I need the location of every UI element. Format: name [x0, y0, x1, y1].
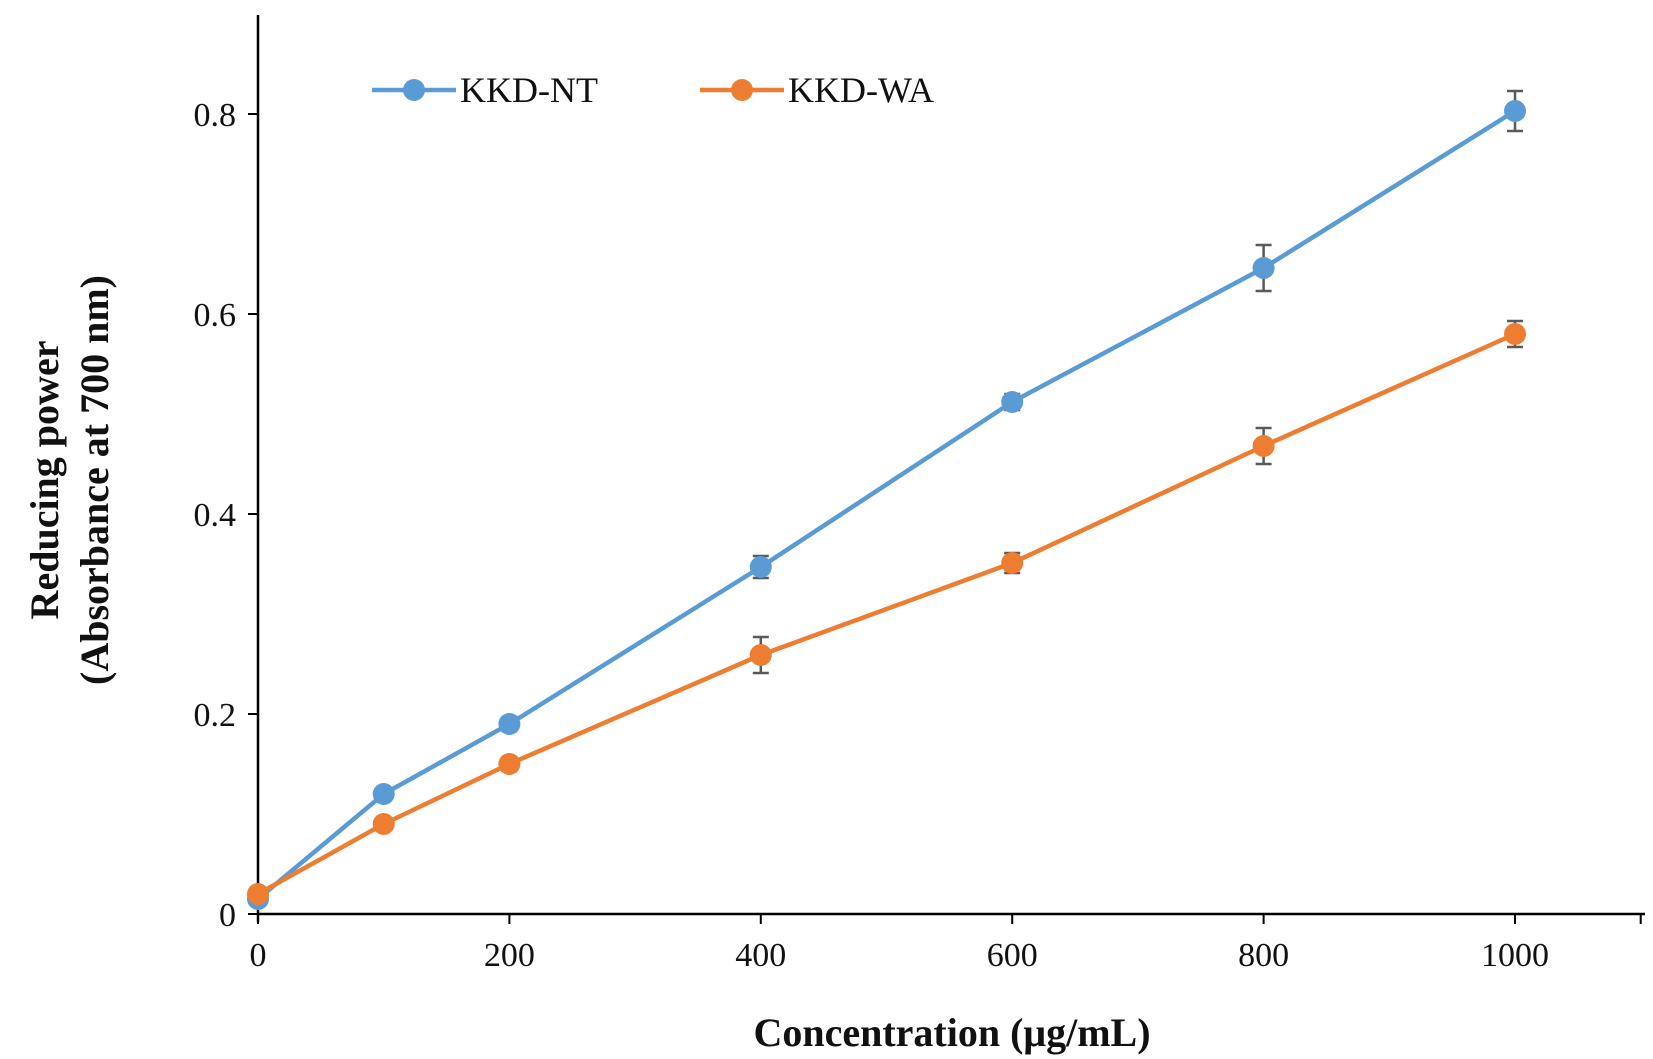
- y-tick-label: 0.4: [194, 497, 237, 534]
- series-line: [256, 331, 1516, 896]
- legend-label: KKD-WA: [788, 70, 934, 110]
- legend-marker: [731, 79, 753, 101]
- data-point: [749, 556, 772, 578]
- legend-label: KKD-NT: [460, 70, 598, 110]
- x-tick-label: 400: [735, 937, 786, 974]
- data-point: [498, 753, 521, 775]
- y-axis-title-line1: Reducing power: [22, 341, 67, 620]
- x-tick-label: 600: [987, 937, 1038, 974]
- y-tick-label: 0.8: [194, 97, 237, 134]
- data-point: [1001, 552, 1024, 574]
- data-point: [1504, 323, 1526, 345]
- series-layer: [247, 89, 1526, 910]
- data-point: [372, 783, 395, 805]
- legend-item-kkd-nt: KKD-NT: [372, 70, 598, 110]
- data-point: [498, 713, 521, 735]
- y-axis-title-line2: (Absorbance at 700 nm): [72, 275, 117, 685]
- data-point: [372, 813, 395, 835]
- series-kkd-wa: [247, 319, 1526, 905]
- data-point: [1504, 100, 1526, 122]
- legend-item-kkd-wa: KKD-WA: [700, 70, 934, 110]
- y-tick-label: 0: [219, 897, 236, 934]
- series-line: [256, 109, 1517, 901]
- series-kkd-nt: [247, 89, 1526, 910]
- data-point: [749, 644, 772, 666]
- x-tick-label: 200: [484, 937, 535, 974]
- data-point: [1252, 435, 1275, 457]
- axes: 0 0.2 0.4 0.6 0.8 0 200 400 600 800 1000: [194, 15, 1645, 974]
- data-point: [1252, 257, 1275, 279]
- x-axis-title: Concentration (μg/mL): [753, 1010, 1150, 1055]
- x-tick-label: 0: [250, 937, 267, 974]
- y-tick-label: 0.6: [194, 297, 237, 334]
- legend: KKD-NT KKD-WA: [372, 70, 934, 110]
- y-axis-title: Reducing power (Absorbance at 700 nm): [22, 275, 117, 685]
- data-point: [247, 883, 269, 905]
- data-point: [1001, 391, 1024, 413]
- legend-marker: [403, 79, 425, 101]
- x-tick-label: 800: [1238, 937, 1289, 974]
- x-tick-label: 1000: [1481, 937, 1549, 974]
- y-tick-label: 0.2: [194, 697, 237, 734]
